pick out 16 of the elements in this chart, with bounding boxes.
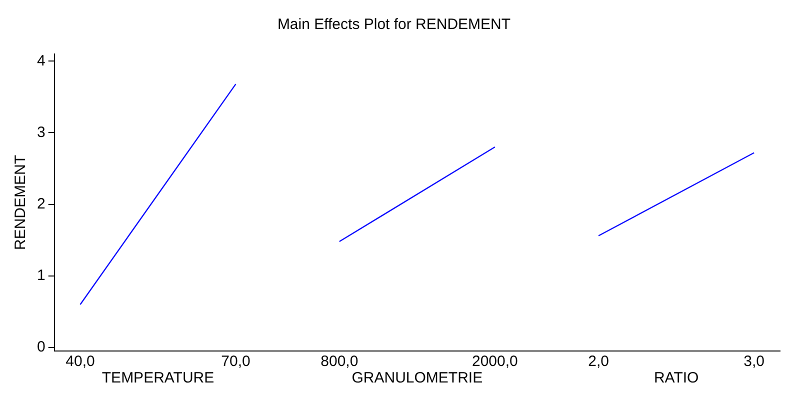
- y-axis-title: RENDEMENT: [12, 154, 30, 250]
- text: RATIO: [654, 370, 699, 387]
- y-tick-label: 0: [37, 338, 46, 356]
- chart-title: Main Effects Plot for RENDEMENT: [277, 16, 511, 34]
- y-tick-label: 3: [37, 124, 46, 141]
- y-tick-label: 4: [37, 52, 46, 70]
- x-tick-label: 2,0: [588, 353, 610, 370]
- y-tick-label: 1: [37, 266, 46, 284]
- x-tick-label: 40,0: [66, 353, 95, 370]
- x-tick-label: 800,0: [320, 353, 358, 370]
- x-tick-label: 3,0: [744, 353, 765, 370]
- x-tick-label: 70,0: [221, 353, 250, 370]
- text: GRANULOMETRIE: [352, 370, 483, 387]
- y-tick-label: 2: [37, 195, 46, 212]
- x-tick-label: 2000,0: [472, 353, 518, 370]
- text: TEMPERATURE: [102, 370, 214, 387]
